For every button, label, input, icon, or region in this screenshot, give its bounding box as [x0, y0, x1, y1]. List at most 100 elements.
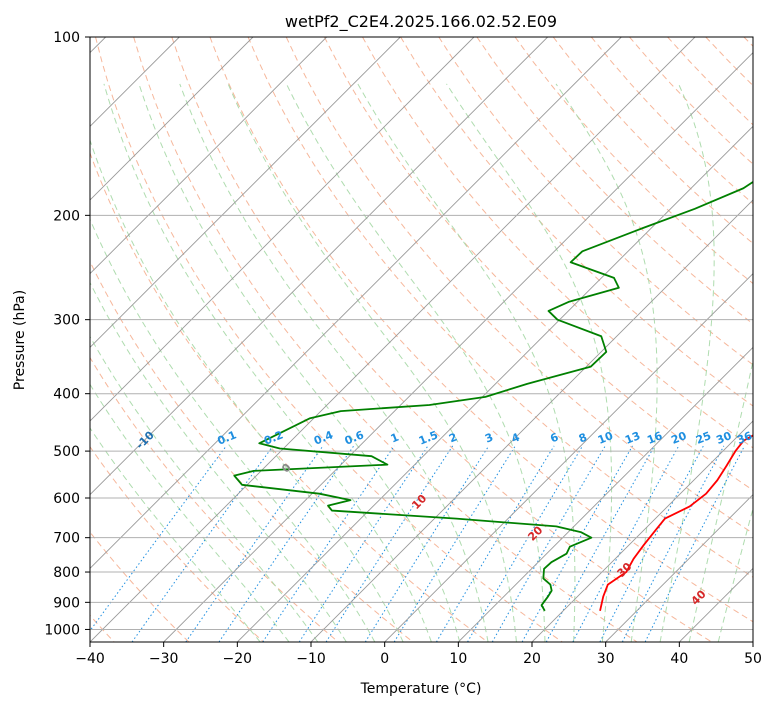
y-tick-label: 600: [53, 491, 80, 507]
moist-adiabat-line: [90, 218, 376, 642]
x-tick-label: −20: [223, 651, 253, 667]
mixing-ratio-line: [644, 445, 745, 642]
isotherm-line: [90, 37, 327, 275]
mixing-ratio-line: [435, 445, 555, 642]
mixing-ratio-line: [364, 445, 490, 642]
moist-adiabat-line: [138, 83, 461, 642]
x-tick-label: −40: [75, 651, 105, 667]
x-tick-label: −30: [149, 651, 179, 667]
mixing-ratio-label: 20: [669, 429, 688, 447]
x-axis-label: Temperature (°C): [360, 681, 482, 697]
moist-adiabat-line: [90, 383, 290, 642]
moist-adiabat-line: [659, 83, 715, 642]
isotherm-line: [458, 346, 753, 642]
x-tick-label: 40: [670, 651, 688, 667]
dry-adiabat-line: [209, 37, 753, 623]
dry-adiabat-line: [438, 37, 753, 366]
isotherm-line: [531, 420, 753, 642]
y-tick-label: 500: [53, 444, 80, 460]
y-axis-label: Pressure (hPa): [12, 290, 28, 390]
moist-adiabat-line: [446, 83, 613, 642]
dry-adiabat-line: [514, 37, 753, 285]
dry-adiabat-line: [285, 37, 753, 534]
isotherm-line: [90, 37, 401, 348]
background-lines: [90, 37, 753, 642]
x-tick-label: 20: [523, 651, 541, 667]
moist-adiabat-line: [90, 427, 261, 642]
mixing-ratio-line: [218, 445, 355, 642]
dry-adiabat-line: [323, 37, 753, 491]
moist-adiabat-line: [717, 506, 753, 642]
isotherm-line: [384, 273, 753, 642]
dewpoint-profile-line: [233, 180, 753, 612]
mixing-ratio-line: [467, 445, 584, 642]
x-tick-label: −10: [296, 651, 326, 667]
moist-adiabat-line: [688, 358, 753, 642]
mixing-ratio-line: [131, 445, 274, 642]
y-tick-label: 400: [53, 387, 80, 403]
temperature-profile-line: [599, 434, 753, 611]
x-tick-label: 30: [597, 651, 615, 667]
mixing-ratio-line: [298, 445, 429, 642]
mixing-ratio-label: 2: [447, 431, 459, 446]
moist-adiabat-line: [90, 138, 404, 642]
mixing-ratio-line: [545, 445, 656, 642]
mixing-ratio-label: 25: [694, 429, 713, 447]
mixing-ratio-label: 1: [389, 431, 401, 446]
isotherm-line: [90, 37, 622, 569]
sounding-profiles: [233, 180, 753, 612]
mixing-ratio-line: [621, 445, 725, 642]
moist-adiabat-line: [103, 83, 432, 642]
mixing-ratio-line: [262, 445, 395, 642]
mixing-ratio-label: 10: [596, 429, 615, 447]
x-tick-label: 0: [380, 651, 389, 667]
moist-adiabat-line: [90, 335, 319, 642]
dry-adiabat-line: [90, 356, 339, 642]
dry-adiabat-line: [133, 37, 638, 642]
moist-adiabat-line: [357, 83, 576, 642]
isotherm-line: [90, 37, 475, 422]
mixing-ratio-line: [393, 445, 516, 642]
isotherm-line: [605, 494, 753, 642]
isotherm-line: [90, 37, 696, 642]
chart-title: wetPf2_C2E4.2025.166.02.52.E09: [285, 12, 557, 32]
isotherm-line: [237, 125, 753, 642]
isotherm-line: [163, 52, 753, 642]
mixing-ratio-label: 13: [623, 429, 642, 447]
dry-adiabat-line: [476, 37, 753, 325]
axes-ticks: −40 −30 −20 −10 0 10 20 30 40 50 100 200 300 400 500 60…: [44, 30, 762, 667]
mixing-ratio-label: 36: [735, 429, 754, 447]
moist-adiabat-line: [179, 83, 489, 642]
y-tick-label: 800: [53, 565, 80, 581]
mixing-ratio-line: [521, 445, 633, 642]
plot-background: [90, 37, 753, 642]
mixing-ratio-label: 3: [483, 431, 495, 446]
y-tick-label: 1000: [44, 622, 80, 638]
y-tick-label: 200: [53, 208, 80, 224]
moist-adiabat-line: [285, 83, 546, 642]
isotherm-line: [90, 37, 254, 201]
y-tick-label: 700: [53, 531, 80, 547]
dry-adiabat-line: [90, 445, 264, 642]
dry-adiabat-line: [171, 37, 713, 642]
dry-adiabat-line: [90, 151, 488, 642]
isotherm-line: [310, 199, 753, 642]
plot-frame: [89, 36, 754, 643]
mixing-ratio-label: 30: [714, 429, 733, 447]
moist-adiabat-line: [555, 83, 658, 642]
dry-adiabat-line: [95, 37, 563, 642]
y-tick-label: 300: [53, 313, 80, 329]
grid-lines: [90, 37, 753, 642]
y-tick-label: 900: [53, 595, 80, 611]
isotherm-line: [90, 37, 548, 496]
x-tick-label: 50: [744, 651, 762, 667]
moist-adiabat-line: [227, 83, 517, 642]
x-tick-label: 10: [449, 651, 467, 667]
mixing-ratio-line: [325, 445, 454, 642]
moist-adiabat-line: [90, 281, 347, 642]
y-tick-label: 100: [53, 30, 80, 46]
mixing-ratio-label: 8: [577, 431, 589, 446]
mixing-ratio-label: 16: [645, 429, 664, 447]
dry-adiabat-line: [247, 37, 753, 578]
